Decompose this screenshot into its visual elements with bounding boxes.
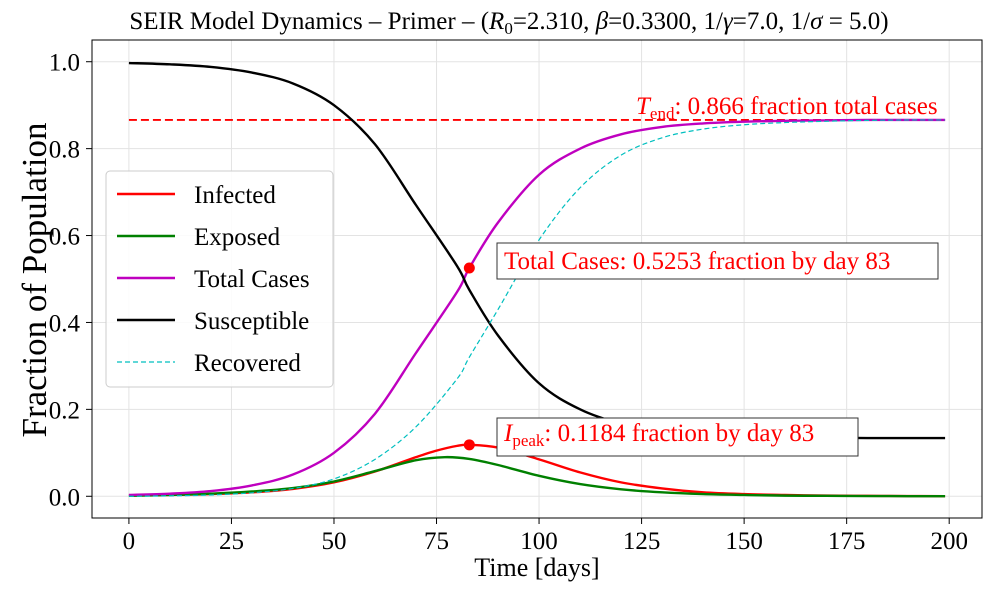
y-tick-label: 0.4 xyxy=(49,310,81,337)
legend-box xyxy=(105,170,334,388)
legend-entries: Infected Exposed Total Cases Susceptible Rec… xyxy=(117,182,310,377)
highlight-marker xyxy=(463,439,475,451)
y-tick-label: 0.6 xyxy=(49,224,80,251)
x-tick-label: 125 xyxy=(623,528,661,555)
point-markers xyxy=(463,262,475,451)
x-tick-label: 25 xyxy=(219,528,244,555)
ipeak-annotation: Ipeak: 0.1184 fraction by day 83 xyxy=(503,420,814,450)
x-tick-label: 150 xyxy=(725,528,763,555)
ipeak-annotation-box xyxy=(496,417,859,457)
total-cases-annotation-box xyxy=(496,242,939,280)
legend-label: Total Cases xyxy=(194,266,310,293)
tend-annotation: Tend: 0.866 fraction total cases xyxy=(636,93,938,123)
x-tick-label: 0 xyxy=(123,528,136,555)
x-axis-label: Time [days] xyxy=(474,553,599,582)
chart-title: SEIR Model Dynamics – Primer – (R0=2.310… xyxy=(129,8,888,38)
x-tick-label: 100 xyxy=(520,528,558,555)
y-tick-label: 0.8 xyxy=(49,137,80,164)
legend-label: Infected xyxy=(194,182,276,209)
y-tick-label: 0.2 xyxy=(49,397,80,424)
x-tick-label: 75 xyxy=(424,528,449,555)
y-tick-label: 1.0 xyxy=(49,50,80,77)
highlight-marker xyxy=(463,262,475,274)
x-axis-ticks: 0 25 50 75 100 125 150 175 200 xyxy=(123,518,968,555)
x-tick-label: 175 xyxy=(828,528,866,555)
y-axis-ticks: 0.0 0.2 0.4 0.6 0.8 1.0 xyxy=(49,50,92,511)
legend-label: Susceptible xyxy=(194,308,309,335)
legend-label: Recovered xyxy=(194,350,301,377)
series-line-total-cases xyxy=(128,118,946,497)
x-tick-label: 50 xyxy=(321,528,346,555)
x-tick-label: 200 xyxy=(930,528,968,555)
total-cases-annotation: Total Cases: 0.5253 fraction by day 83 xyxy=(504,248,890,275)
y-axis-label: Fraction of Population xyxy=(15,123,54,438)
legend-label: Exposed xyxy=(194,224,281,251)
y-tick-label: 0.0 xyxy=(49,484,80,511)
legend: Infected Exposed Total Cases Susceptible Rec… xyxy=(105,170,334,388)
plot-frame xyxy=(91,39,983,519)
series-line-exposed xyxy=(128,455,946,498)
